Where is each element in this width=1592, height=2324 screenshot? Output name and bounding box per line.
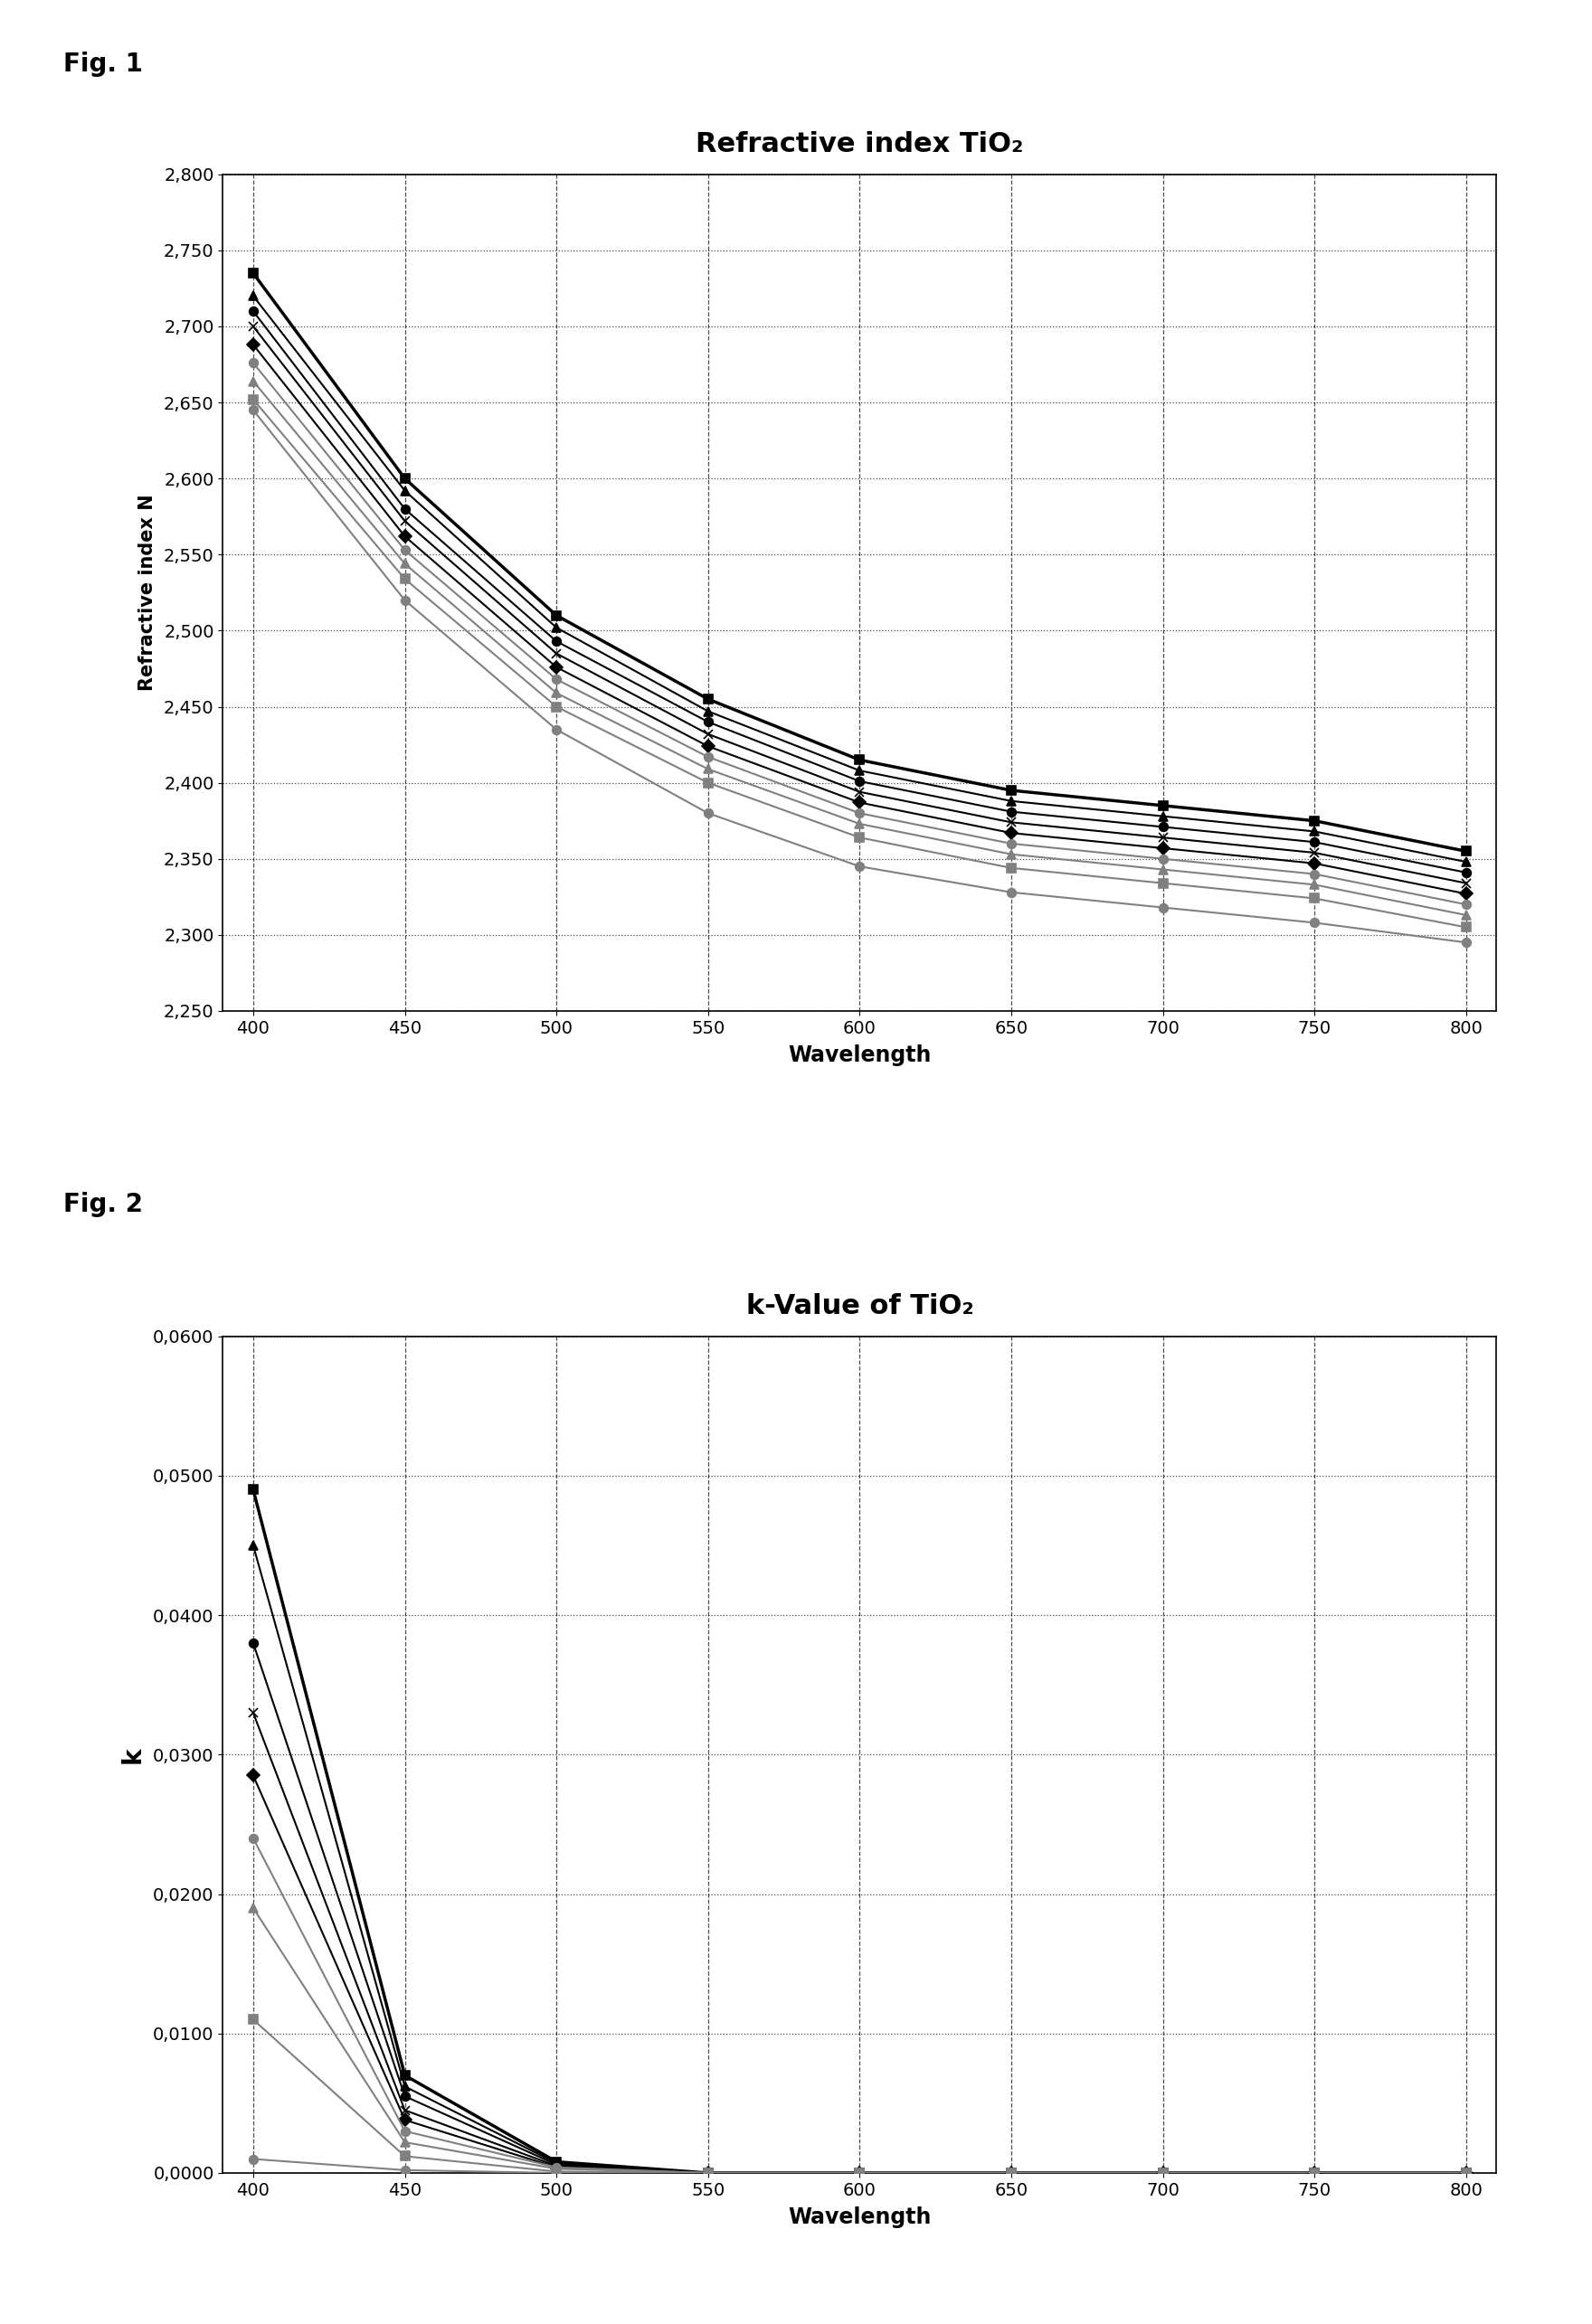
- Text: Fig. 2: Fig. 2: [64, 1192, 143, 1218]
- Title: Refractive index TiO₂: Refractive index TiO₂: [696, 130, 1024, 158]
- X-axis label: Wavelength: Wavelength: [788, 1043, 931, 1067]
- Y-axis label: k: k: [119, 1745, 145, 1764]
- Y-axis label: Refractive index N: Refractive index N: [139, 495, 156, 690]
- Text: Fig. 1: Fig. 1: [64, 51, 143, 77]
- Title: k-Value of TiO₂: k-Value of TiO₂: [745, 1292, 974, 1320]
- X-axis label: Wavelength: Wavelength: [788, 2205, 931, 2229]
